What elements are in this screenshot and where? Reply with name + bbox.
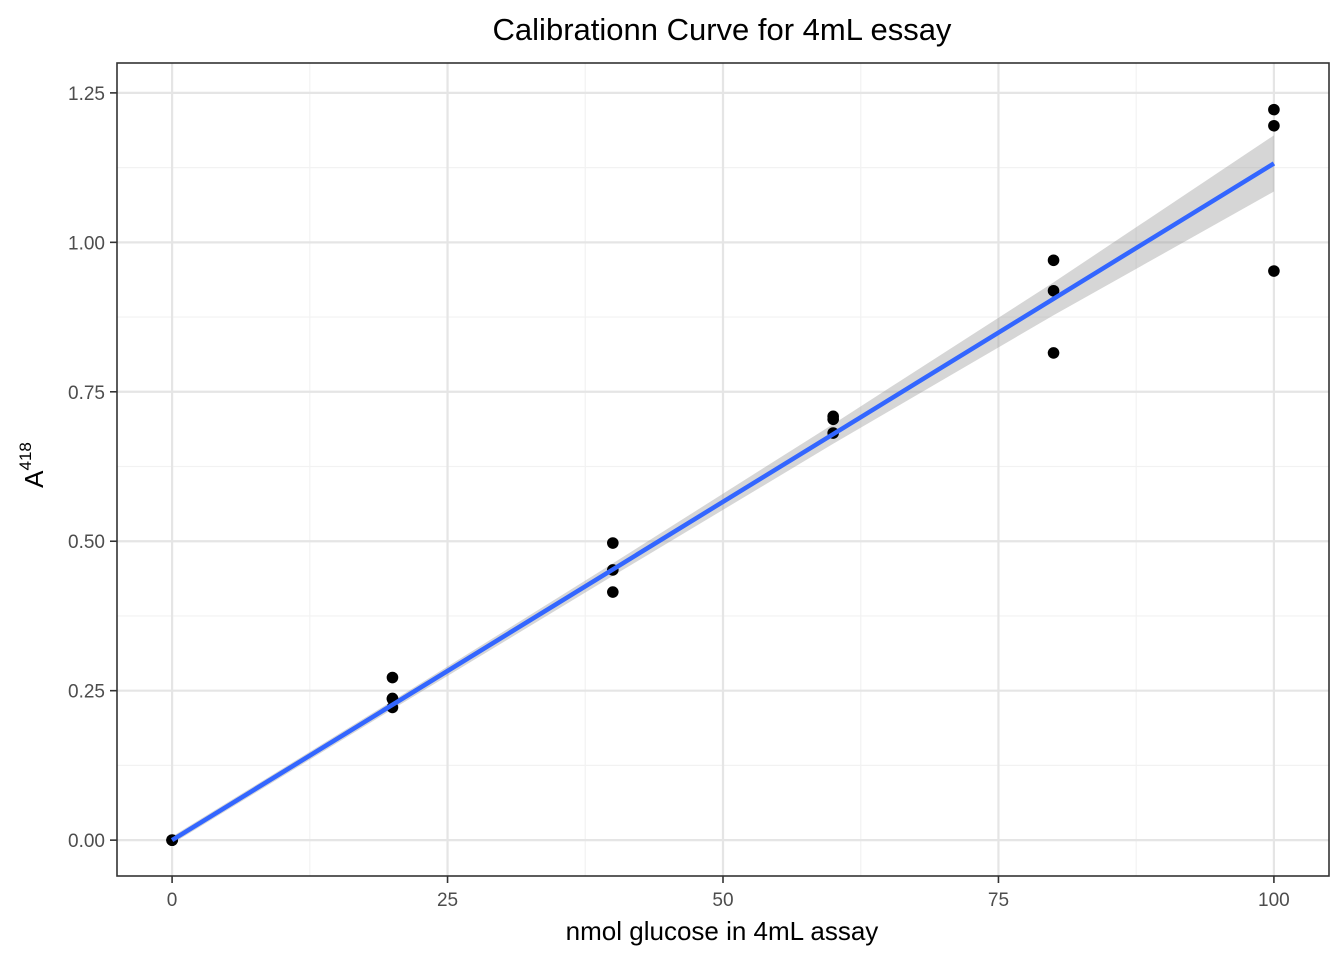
data-point	[607, 586, 619, 598]
y-tick-label: 0.25	[68, 682, 105, 703]
y-tick-label: 0.75	[68, 383, 105, 404]
data-point	[386, 671, 399, 684]
data-point	[827, 413, 839, 426]
x-tick-label: 100	[1258, 890, 1290, 911]
x-tick-label: 75	[988, 890, 1009, 911]
data-point	[1047, 284, 1060, 297]
y-axis-title-base: A	[19, 470, 49, 488]
regression-line	[170, 161, 1276, 843]
data-point	[1268, 265, 1280, 277]
plot-panel	[116, 62, 1330, 877]
y-axis-title: A418	[16, 442, 49, 488]
data-point	[1268, 119, 1280, 132]
x-axis-title: nmol glucose in 4mL assay	[566, 916, 879, 946]
x-tick-label: 25	[437, 890, 458, 911]
chart-title: Calibrationn Curve for 4mL essay	[493, 12, 952, 47]
confidence-band	[172, 135, 1274, 844]
y-tick-label: 1.00	[68, 233, 105, 254]
y-tick-label: 0.00	[68, 831, 105, 852]
y-tick-label: 0.50	[68, 532, 105, 553]
data-point	[1268, 103, 1280, 116]
data-point	[607, 537, 619, 549]
x-tick-label: 0	[167, 890, 178, 911]
y-axis-title-superscript: 418	[16, 442, 35, 470]
data-point	[1047, 254, 1060, 267]
x-tick-label: 50	[712, 890, 733, 911]
data-point	[1047, 347, 1060, 359]
y-tick-label: 1.25	[68, 84, 105, 105]
